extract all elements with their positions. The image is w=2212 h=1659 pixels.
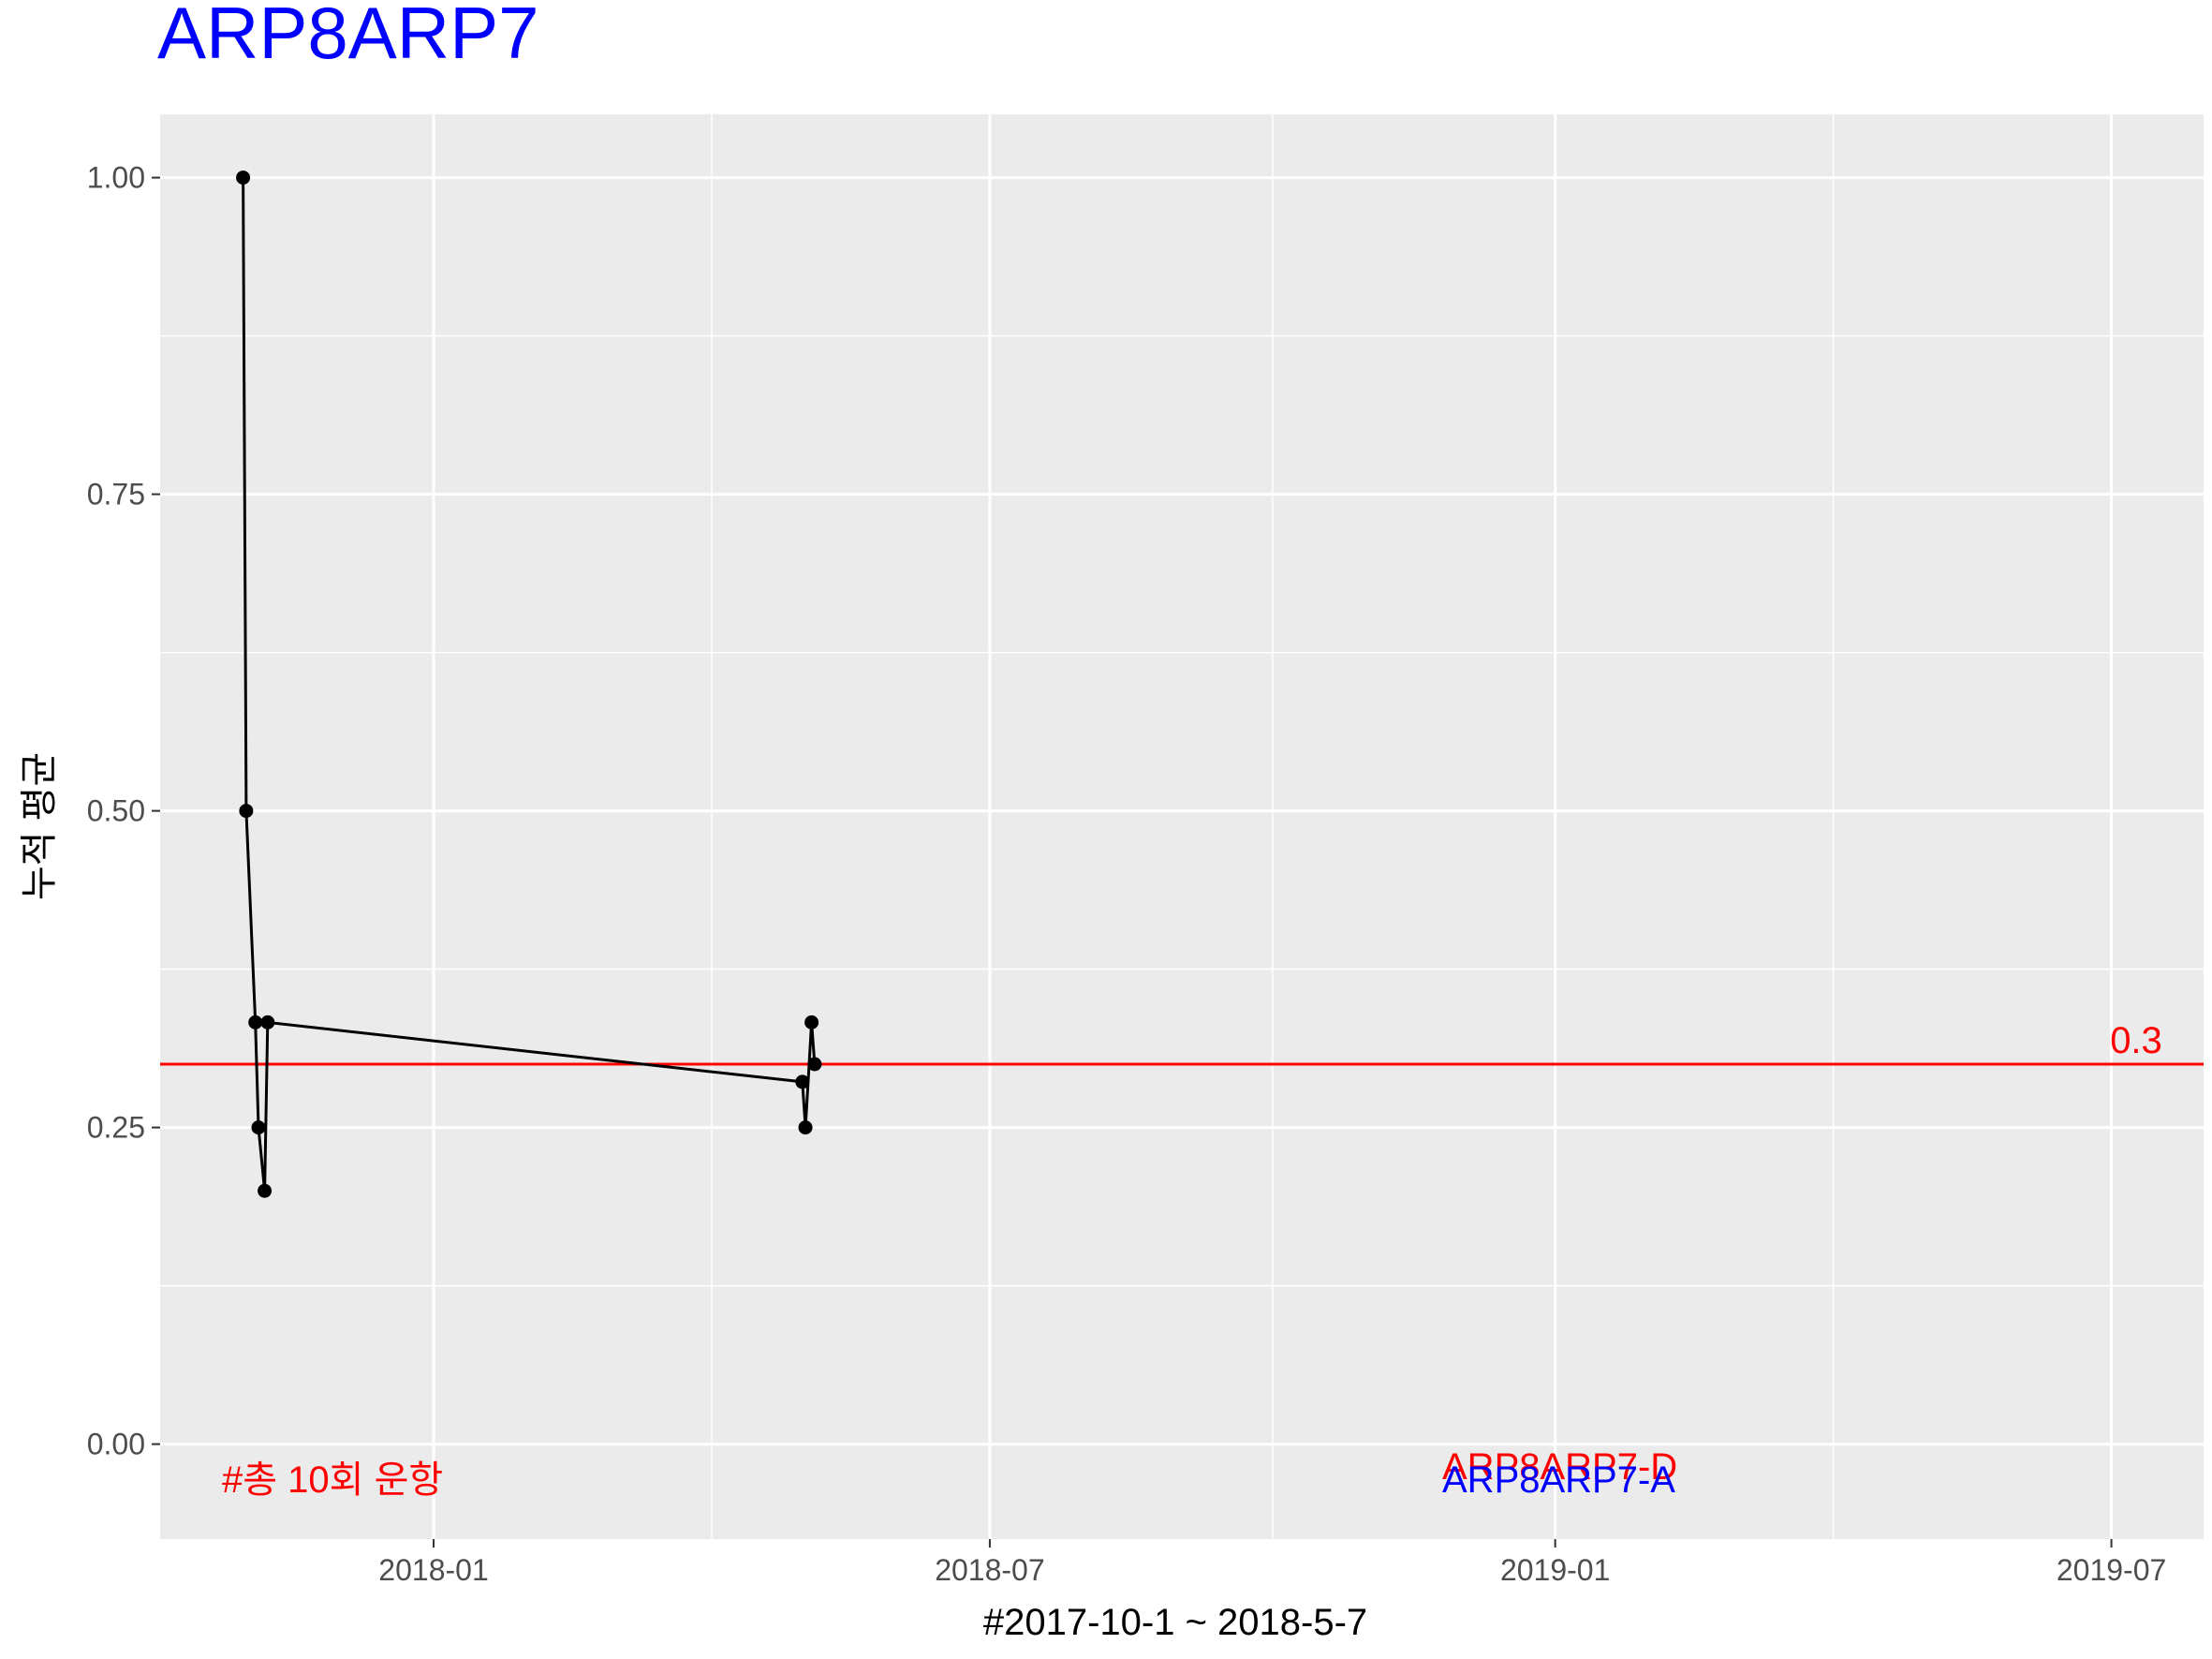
major-grid-lines xyxy=(160,114,2204,1539)
data-point xyxy=(260,1015,275,1029)
y-tick-label: 0.00 xyxy=(87,1428,145,1461)
flight-count-annotation: #총 10회 운항 xyxy=(222,1459,443,1501)
data-point xyxy=(795,1074,810,1089)
x-tick-label: 2019-01 xyxy=(1500,1553,1610,1587)
reference-line-group: 0.3 xyxy=(160,1020,2204,1066)
series-group xyxy=(236,170,822,1198)
x-axis-title: #2017-10-1 ~ 2018-5-7 xyxy=(983,1602,1367,1643)
chart-title: ARP8ARP7 xyxy=(157,0,539,74)
y-axis: 0.00 0.25 0.50 0.75 1.00 xyxy=(87,161,160,1461)
minor-grid-lines xyxy=(160,114,2204,1539)
label-d-annotation: ARP8ARP7-D xyxy=(1442,1446,1677,1488)
data-point xyxy=(798,1120,813,1135)
y-axis-title: 누적 평균 xyxy=(19,752,60,900)
x-axis: 2018-01 2018-07 2019-01 2019-07 xyxy=(378,1539,2166,1587)
reference-line-label: 0.3 xyxy=(2110,1020,2162,1061)
data-point xyxy=(236,170,251,185)
y-tick-label: 0.75 xyxy=(87,478,145,511)
data-point xyxy=(807,1057,822,1072)
data-point xyxy=(251,1120,266,1135)
y-tick-label: 0.50 xyxy=(87,794,145,828)
data-point xyxy=(239,804,254,819)
x-tick-label: 2019-07 xyxy=(2057,1553,2166,1587)
data-point xyxy=(248,1015,263,1029)
label-a-annotation: ARP8ARP7-A xyxy=(1442,1459,1675,1501)
y-tick-label: 1.00 xyxy=(87,161,145,195)
annotation-group: #총 10회 운항 ARP8ARP7-D ARP8ARP7-A xyxy=(222,1446,1677,1501)
data-point xyxy=(258,1183,273,1198)
plot-panel xyxy=(160,114,2204,1539)
data-point xyxy=(804,1015,819,1029)
y-tick-label: 0.25 xyxy=(87,1111,145,1145)
x-tick-label: 2018-07 xyxy=(935,1553,1044,1587)
series-line xyxy=(242,177,817,1192)
x-tick-label: 2018-01 xyxy=(378,1553,488,1587)
